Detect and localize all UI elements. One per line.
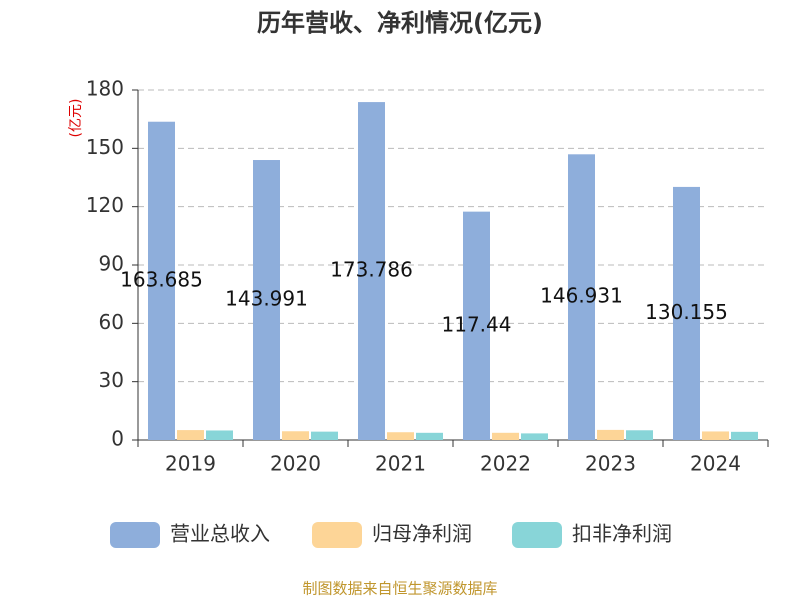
x-tick-label: 2019 (165, 452, 216, 476)
bar (206, 430, 233, 440)
bar (282, 431, 309, 440)
value-label: 130.155 (645, 300, 728, 324)
y-tick-label: 150 (86, 135, 124, 159)
bar (416, 432, 443, 440)
value-label: 117.44 (442, 312, 512, 336)
y-tick-label: 120 (86, 193, 124, 217)
bar (702, 431, 729, 440)
bar (148, 121, 175, 441)
legend-label: 归母净利润 (372, 522, 472, 546)
value-label: 163.685 (120, 267, 203, 291)
bar (358, 102, 385, 441)
legend-swatch (110, 522, 160, 548)
source-note: 制图数据来自恒生聚源数据库 (302, 580, 497, 598)
legend-label: 扣非净利润 (572, 522, 672, 546)
value-label: 143.991 (225, 287, 308, 311)
chart-title: 历年营收、净利情况(亿元) (257, 9, 543, 37)
bar (177, 430, 204, 440)
value-label: 173.786 (330, 258, 413, 282)
x-tick-label: 2024 (690, 452, 741, 476)
y-tick-label: 0 (111, 427, 124, 451)
x-tick-label: 2022 (480, 452, 531, 476)
legend-swatch (512, 522, 562, 548)
legend-label: 营业总收入 (170, 522, 270, 546)
y-tick-label: 30 (99, 368, 124, 392)
value-label: 146.931 (540, 284, 623, 308)
bar (311, 431, 338, 440)
bar (387, 432, 414, 440)
y-unit: (亿元) (68, 99, 84, 138)
x-tick-label: 2021 (375, 452, 426, 476)
legend-swatch (312, 522, 362, 548)
bar (673, 186, 700, 440)
y-tick-label: 90 (99, 252, 124, 276)
bar (253, 160, 280, 440)
bar (521, 433, 548, 440)
y-tick-label: 180 (86, 77, 124, 101)
bar (568, 154, 595, 440)
bar (463, 211, 490, 440)
x-tick-label: 2020 (270, 452, 321, 476)
bar (626, 430, 653, 440)
x-tick-label: 2023 (585, 452, 636, 476)
bar (597, 429, 624, 440)
bar (731, 431, 758, 440)
y-tick-label: 60 (99, 310, 124, 334)
bar (492, 432, 519, 440)
